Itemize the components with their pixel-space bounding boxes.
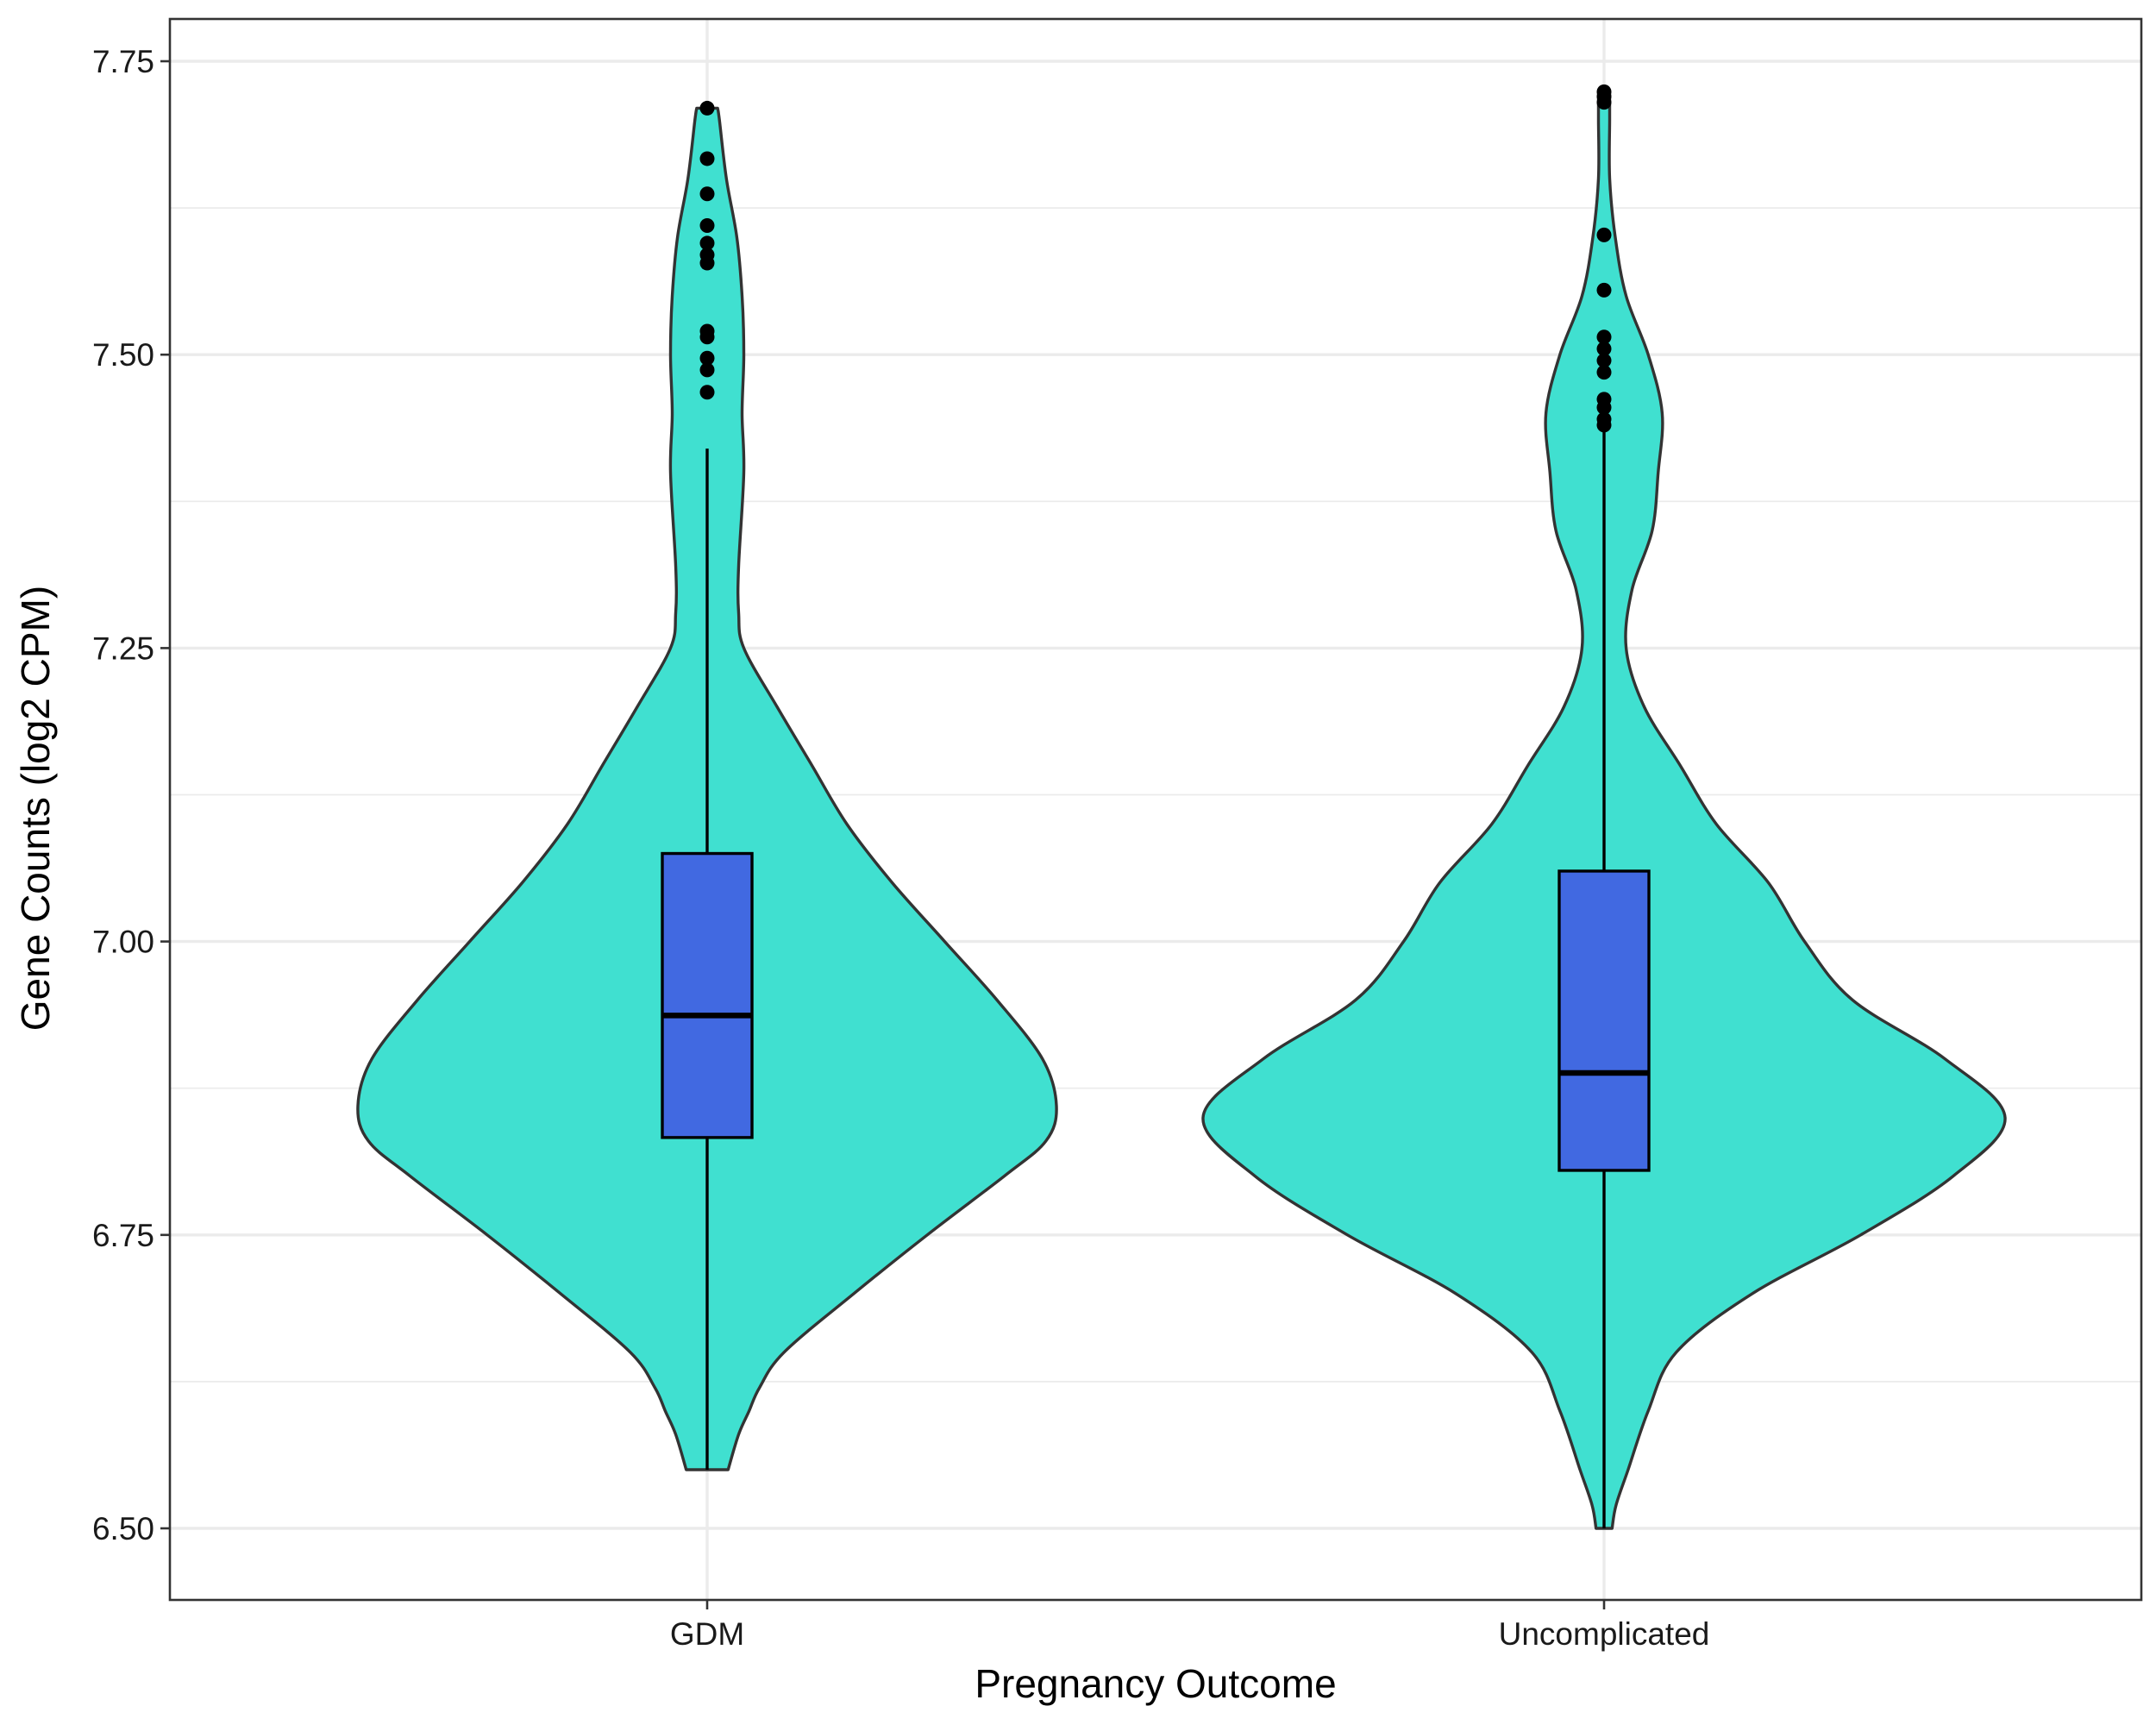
outlier-point xyxy=(1596,392,1612,407)
outlier-point xyxy=(1596,365,1612,380)
x-tick-label: Uncomplicated xyxy=(1499,1616,1710,1652)
y-tick-label: 6.75 xyxy=(92,1218,154,1253)
outlier-points xyxy=(699,84,1612,433)
y-tick-label: 7.75 xyxy=(92,44,154,79)
outlier-point xyxy=(1596,84,1612,99)
x-axis-title: Pregnancy Outcome xyxy=(975,1661,1336,1706)
outlier-point xyxy=(699,350,715,366)
outlier-point xyxy=(699,218,715,234)
boxplots xyxy=(661,424,1651,1528)
outlier-point xyxy=(1596,341,1612,356)
box-iqr xyxy=(1557,869,1651,1172)
outlier-point xyxy=(699,362,715,378)
outlier-point xyxy=(699,186,715,202)
outlier-point xyxy=(699,323,715,339)
outlier-point xyxy=(699,385,715,400)
y-tick-label: 7.50 xyxy=(92,337,154,373)
outlier-point xyxy=(1596,282,1612,298)
outlier-point xyxy=(699,248,715,263)
y-tick-label: 6.50 xyxy=(92,1511,154,1546)
outlier-point xyxy=(699,151,715,166)
x-tick-label: GDM xyxy=(670,1616,744,1652)
outlier-point xyxy=(699,235,715,251)
outlier-point xyxy=(1596,329,1612,345)
y-tick-label: 7.00 xyxy=(92,925,154,960)
box-iqr xyxy=(661,851,754,1139)
y-tick-label: 7.25 xyxy=(92,630,154,666)
outlier-point xyxy=(699,100,715,116)
y-axis-title: Gene Counts (log2 CPM) xyxy=(13,586,58,1031)
panel-border xyxy=(168,17,2143,1602)
outlier-point xyxy=(1596,227,1612,242)
outlier-point xyxy=(1596,353,1612,368)
axes: 6.50 6.75 7.00 7.25 7.50 7.75 GDM Uncomplicated xyxy=(92,44,1709,1652)
outlier-point xyxy=(1596,411,1612,427)
